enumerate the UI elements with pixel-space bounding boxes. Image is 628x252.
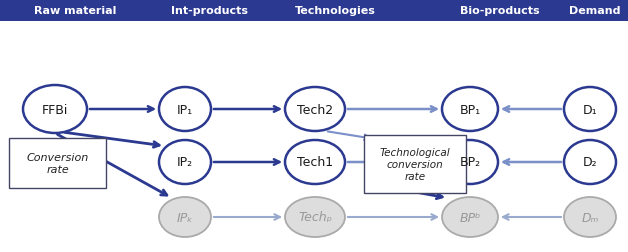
Ellipse shape	[159, 140, 211, 184]
Ellipse shape	[442, 197, 498, 237]
FancyBboxPatch shape	[364, 136, 466, 193]
Text: IP₂: IP₂	[177, 156, 193, 169]
Text: D₂: D₂	[583, 156, 597, 169]
Ellipse shape	[285, 140, 345, 184]
Ellipse shape	[159, 197, 211, 237]
Ellipse shape	[442, 88, 498, 132]
Text: Raw material: Raw material	[34, 6, 116, 16]
Text: Technologies: Technologies	[295, 6, 376, 16]
Ellipse shape	[564, 88, 616, 132]
Ellipse shape	[442, 140, 498, 184]
Bar	[0, 0, 628, 22]
Ellipse shape	[564, 197, 616, 237]
Text: IP₁: IP₁	[177, 103, 193, 116]
FancyBboxPatch shape	[9, 138, 106, 188]
Ellipse shape	[285, 88, 345, 132]
Text: Tech2: Tech2	[297, 103, 333, 116]
Text: Bio-products: Bio-products	[460, 6, 540, 16]
Text: Demand: Demand	[569, 6, 620, 16]
Text: Tech1: Tech1	[297, 156, 333, 169]
Text: BP₂: BP₂	[460, 156, 480, 169]
Text: Int-products: Int-products	[171, 6, 249, 16]
Text: Techₚ: Techₚ	[298, 211, 332, 224]
Text: Dₘ: Dₘ	[582, 211, 598, 224]
Text: Conversion
rate: Conversion rate	[26, 153, 89, 174]
Text: FFBi: FFBi	[42, 103, 68, 116]
Text: D₁: D₁	[583, 103, 597, 116]
Text: BP₁: BP₁	[460, 103, 480, 116]
Text: IPₖ: IPₖ	[176, 211, 193, 224]
Text: Technological
conversion
rate: Technological conversion rate	[380, 148, 450, 181]
Ellipse shape	[159, 88, 211, 132]
Text: BPᵇ: BPᵇ	[459, 211, 481, 224]
Ellipse shape	[564, 140, 616, 184]
Ellipse shape	[285, 197, 345, 237]
Ellipse shape	[23, 86, 87, 134]
